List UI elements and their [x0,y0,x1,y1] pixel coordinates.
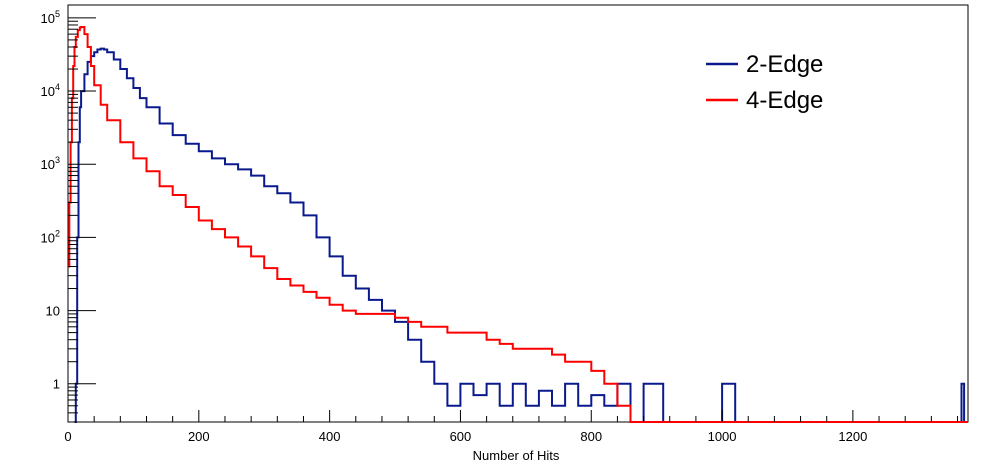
series-layer [68,26,968,423]
x-tick-labels: 0 200 400 600 800 1000 1200 [64,429,867,444]
x-axis-title: Number of Hits [473,448,560,463]
series-line-1 [68,26,968,423]
x-tick-label: 600 [450,429,472,444]
y-tick-label: 102 [41,228,60,245]
x-tick-label: 200 [188,429,210,444]
plot-frame [67,4,969,423]
y-tick-label: 104 [41,82,60,99]
x-tick-label: 0 [64,429,71,444]
y-tick-label: 103 [41,155,60,172]
axis-layer [67,17,959,423]
y-tick-label: 10 [46,304,60,319]
legend-label: 2-Edge [746,51,823,78]
x-tick-label: 1000 [708,429,737,444]
x-tick-label: 800 [580,429,602,444]
y-tick-labels: 1 10 102 103 104 105 [41,9,60,392]
legend-label: 4-Edge [746,87,823,114]
y-tick-label: 1 [53,377,60,392]
x-tick-label: 1200 [838,429,867,444]
legend: 2-Edge 4-Edge [706,51,823,114]
x-tick-label: 400 [319,429,341,444]
y-tick-label: 105 [41,9,60,26]
series-line-0 [74,47,966,423]
